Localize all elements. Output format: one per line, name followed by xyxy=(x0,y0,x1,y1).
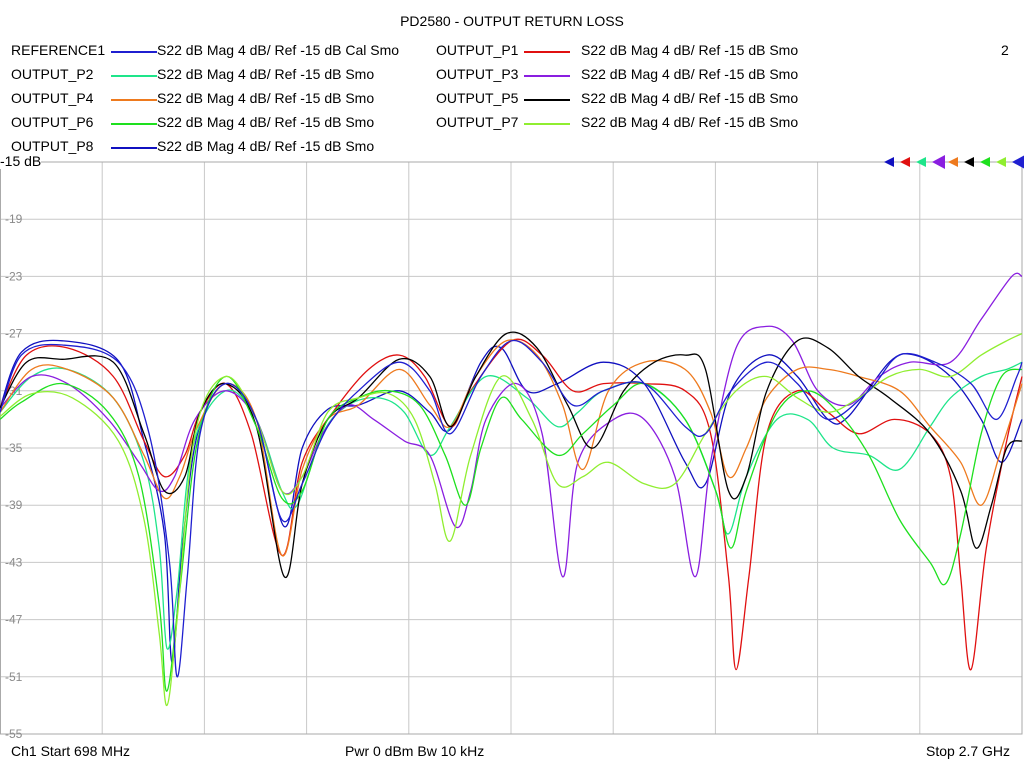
y-tick-label: -39 xyxy=(5,498,23,512)
legend-name: REFERENCE1 xyxy=(11,42,106,58)
legend-description: S22 dB Mag 4 dB/ Ref -15 dB Smo xyxy=(581,90,799,106)
y-tick-label: -51 xyxy=(5,670,23,684)
reference-marker xyxy=(916,157,926,167)
reference-level-label: -15 dB xyxy=(0,153,42,169)
legend-entry-output-p6: OUTPUT_P6 S22 dB Mag 4 dB/ Ref -15 dB Sm… xyxy=(11,114,421,134)
power-bandwidth: Pwr 0 dBm Bw 10 kHz xyxy=(345,743,485,759)
legend-swatch xyxy=(524,75,570,77)
series-line-output-p6 xyxy=(0,368,1023,692)
legend-swatch xyxy=(524,51,570,53)
legend-swatch xyxy=(111,75,157,77)
y-tick-label: -23 xyxy=(5,269,23,283)
legend-swatch xyxy=(111,147,157,149)
legend-name: OUTPUT_P7 xyxy=(436,114,519,130)
series-line-output-p7 xyxy=(0,333,1023,707)
legend-name: OUTPUT_P2 xyxy=(11,66,94,82)
legend-entry-output-p5: OUTPUT_P5 S22 dB Mag 4 dB/ Ref -15 dB Sm… xyxy=(436,90,816,110)
legend-swatch xyxy=(524,99,570,101)
series-line-output-p3 xyxy=(0,272,1023,578)
chart-title: PD2580 - OUTPUT RETURN LOSS xyxy=(400,13,624,29)
legend-description: S22 dB Mag 4 dB/ Ref -15 dB Smo xyxy=(157,114,375,130)
legend-swatch xyxy=(111,99,157,101)
legend-swatch xyxy=(524,123,570,125)
reference-marker xyxy=(884,157,894,167)
y-tick-label: -55 xyxy=(5,727,23,741)
legend-entry-output-p3: OUTPUT_P3 S22 dB Mag 4 dB/ Ref -15 dB Sm… xyxy=(436,66,816,86)
y-axis-ticks: -15-19-23-27-31-35-39-43-47-51-55 xyxy=(5,155,23,741)
start-frequency: Ch1 Start 698 MHz xyxy=(11,743,131,759)
series-line-output-p5 xyxy=(0,331,1023,578)
reference-marker xyxy=(964,157,974,167)
legend-description: S22 dB Mag 4 dB/ Ref -15 dB Smo xyxy=(581,42,799,58)
legend-swatch xyxy=(111,123,157,125)
legend-name: OUTPUT_P5 xyxy=(436,90,519,106)
legend-name: OUTPUT_P3 xyxy=(436,66,519,82)
legend-name: OUTPUT_P4 xyxy=(11,90,94,106)
series-line-reference1 xyxy=(0,339,1023,678)
stop-frequency: Stop 2.7 GHz xyxy=(926,743,1011,759)
channel-number: 2 xyxy=(1001,42,1009,58)
legend-entry-reference1: REFERENCE1 S22 dB Mag 4 dB/ Ref -15 dB C… xyxy=(11,42,421,62)
y-tick-label: -43 xyxy=(5,555,23,569)
legend-description: S22 dB Mag 4 dB/ Ref -15 dB Smo xyxy=(581,114,799,130)
plot-border xyxy=(0,161,1023,735)
legend-description: S22 dB Mag 4 dB/ Ref -15 dB Cal Smo xyxy=(157,42,400,58)
legend-description: S22 dB Mag 4 dB/ Ref -15 dB Smo xyxy=(157,66,375,82)
legend-entry-output-p7: OUTPUT_P7 S22 dB Mag 4 dB/ Ref -15 dB Sm… xyxy=(436,114,816,134)
legend-entry-output-p1: OUTPUT_P1 S22 dB Mag 4 dB/ Ref -15 dB Sm… xyxy=(436,42,816,62)
legend-name: OUTPUT_P6 xyxy=(11,114,94,130)
reference-marker xyxy=(932,155,945,169)
y-tick-label: -19 xyxy=(5,212,23,226)
legend-entry-output-p2: OUTPUT_P2 S22 dB Mag 4 dB/ Ref -15 dB Sm… xyxy=(11,66,421,86)
reference-marker xyxy=(996,157,1006,167)
legend-description: S22 dB Mag 4 dB/ Ref -15 dB Smo xyxy=(581,66,799,82)
legend-description: S22 dB Mag 4 dB/ Ref -15 dB Smo xyxy=(157,90,375,106)
reference-markers xyxy=(884,155,1024,169)
legend-entry-output-p8: OUTPUT_P8 S22 dB Mag 4 dB/ Ref -15 dB Sm… xyxy=(11,138,421,158)
reference-marker xyxy=(1012,155,1024,169)
legend-entry-output-p4: OUTPUT_P4 S22 dB Mag 4 dB/ Ref -15 dB Sm… xyxy=(11,90,421,110)
legend-name: OUTPUT_P1 xyxy=(436,42,519,58)
y-tick-label: -35 xyxy=(5,441,23,455)
y-tick-label: -27 xyxy=(5,327,23,341)
reference-marker xyxy=(900,157,910,167)
reference-marker xyxy=(948,157,958,167)
legend-name: OUTPUT_P8 xyxy=(11,138,94,154)
legend-description: S22 dB Mag 4 dB/ Ref -15 dB Smo xyxy=(157,138,375,154)
legend-swatch xyxy=(111,51,157,53)
y-tick-label: -47 xyxy=(5,613,23,627)
series-group xyxy=(0,272,1023,707)
grid xyxy=(0,161,1023,735)
reference-marker xyxy=(980,157,990,167)
